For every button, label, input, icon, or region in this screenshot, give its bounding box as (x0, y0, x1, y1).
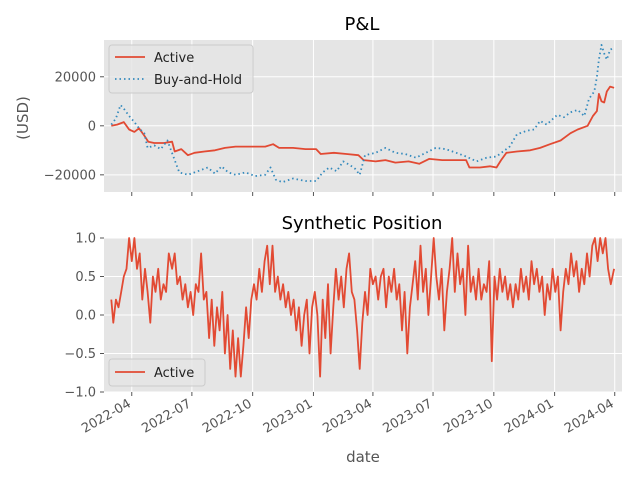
y-tick-label: 0.5 (75, 270, 96, 285)
pnl-y-ticks: −20000 0 20000 (44, 70, 104, 183)
position-legend-box (108, 358, 206, 387)
x-tick-label: 2023-04 (320, 396, 375, 436)
legend-label-active: Active (154, 366, 194, 381)
pnl-legend: Active Buy-and-Hold (108, 44, 254, 94)
x-tick-label: 2024-01 (502, 396, 557, 436)
pnl-title: P&L (345, 14, 380, 35)
legend-label-active: Active (154, 51, 194, 66)
y-tick-label: 1.0 (75, 232, 96, 247)
y-tick-label: −0.5 (64, 347, 96, 362)
y-tick-label: −1.0 (64, 386, 96, 401)
y-tick-label: 0 (88, 119, 96, 134)
series-line-active (110, 237, 615, 378)
legend-label-buy-and-hold: Buy-and-Hold (154, 73, 242, 88)
position-legend: Active (108, 358, 206, 387)
position-panel: −1.0−0.50.00.51.0 2022-04 2022-07 2022-10 2… (64, 213, 622, 466)
x-tick-label: 2023-07 (380, 396, 435, 436)
y-tick-label: 0.0 (75, 309, 96, 324)
x-tick-label: 2023-01 (261, 396, 316, 436)
x-tick-label: 2023-10 (441, 396, 496, 436)
x-tick-label: 2022-10 (200, 396, 255, 436)
position-x-ticks: 2022-04 2022-07 2022-10 2023-01 2023-04 2023-… (79, 392, 617, 437)
pnl-series (110, 44, 615, 184)
pnl-panel: −20000 0 20000 P&L (USD) Active Buy-and-Ho… (14, 14, 622, 196)
x-tick-label: 2022-07 (139, 396, 194, 436)
position-x-axis-label: date (346, 448, 380, 466)
position-y-ticks: −1.0 −0.5 0.0 0.5 1.0 (64, 232, 104, 401)
position-grid (104, 237, 622, 393)
x-tick-label: 2024-04 (562, 396, 617, 436)
y-tick-label: 20000 (55, 70, 96, 85)
position-title: Synthetic Position (282, 213, 443, 234)
position-series (110, 237, 615, 378)
pnl-x-ticks (131, 192, 616, 196)
x-tick-label: 2022-04 (79, 396, 134, 436)
y-tick-label: −20000 (44, 168, 96, 183)
pnl-y-axis-label: (USD) (14, 96, 32, 140)
series-line-buy-and-hold (110, 44, 615, 184)
